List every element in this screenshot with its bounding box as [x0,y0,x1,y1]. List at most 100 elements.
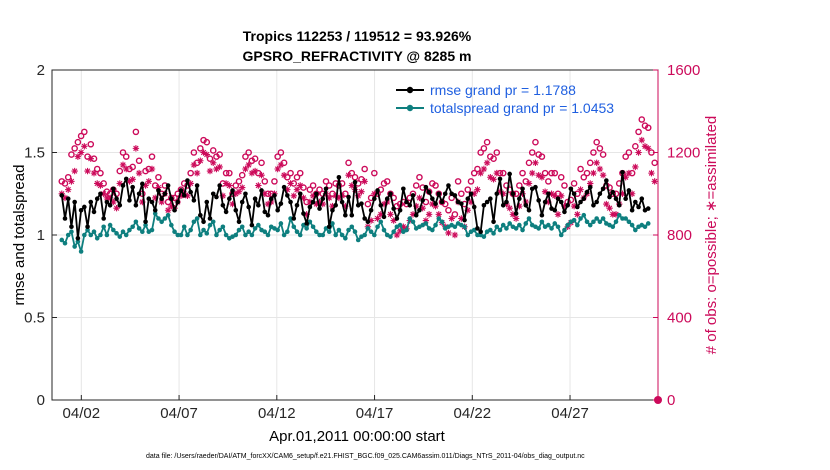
obs-assimilated-point [448,215,455,222]
totalspread-point [249,232,255,238]
totalspread-point [339,232,345,238]
obs-assimilated-point [113,204,120,212]
totalspread-point [281,232,287,238]
obs-assimilated-point [509,211,517,218]
rmse-point [623,196,628,201]
rmse-point [301,211,306,216]
rmse-point [491,219,496,225]
obs-possible-point [451,211,459,218]
rmse-point [323,186,329,192]
totalspread-point [575,222,580,228]
totalspread-point [587,222,593,228]
obs-assimilated-point [135,169,143,177]
obs-assimilated-point [474,186,481,193]
obs-assimilated-point [132,145,140,152]
legend-spread-label: totalspread grand pr = 1.0453 [430,100,614,116]
obs-assimilated-point [306,198,314,206]
rmse-point [533,184,538,190]
obs-assimilated-point [596,165,604,173]
right-tick-label: 1600 [667,62,700,79]
rmse-point [526,207,532,213]
rmse-point [104,199,110,205]
totalspread-point [397,222,403,228]
rmse-point [114,196,119,201]
rmse-point [394,216,400,221]
obs-assimilated-point [387,211,394,218]
rmse-point [420,198,425,203]
obs-assimilated-point [393,231,401,239]
rmse-point [613,196,619,201]
rmse-point [633,199,638,205]
right-tick-label: 400 [667,310,692,327]
rmse-point [410,193,416,198]
rmse-point [94,196,100,201]
totalspread-point [620,216,625,221]
totalspread-point [430,227,435,233]
rmse-point [204,199,210,205]
obs-assimilated-point [396,227,404,235]
obs-possible-point [222,169,230,177]
totalspread-point [578,216,583,221]
obs-possible-point [284,173,291,181]
rmse-point [523,203,529,208]
rmse-point [362,216,367,221]
obs-assimilated-point [193,169,201,177]
obs-possible-point [148,153,156,160]
obs-assimilated-point [245,161,252,169]
obs-assimilated-point [413,202,420,210]
obs-assimilated-point [74,153,82,160]
obs-possible-point [632,143,639,150]
totalspread-point [407,216,413,221]
obs-assimilated-point [638,136,645,144]
rmse-point [594,199,599,205]
obs-assimilated-point [348,182,355,189]
rmse-series [59,170,651,241]
obs-possible-point [329,190,336,198]
obs-assimilated-point [500,190,507,197]
totalspread-point [169,222,174,228]
totalspread-point [584,219,590,225]
obs-assimilated-point [65,186,72,193]
obs-assimilated-point [645,145,652,152]
totalspread-point [336,227,342,233]
obs-assimilated-point [116,180,123,187]
rmse-point [307,204,313,210]
obs-assimilated-point [532,159,539,167]
obs-possible-point [474,165,481,173]
obs-possible-point [258,159,265,167]
totalspread-point [494,224,500,230]
totalspread-point [565,222,570,228]
obs-assimilated-point [68,178,75,185]
totalspread-point [297,232,303,238]
totalspread-point [581,212,587,218]
obs-possible-point [590,149,597,156]
legend: rmse grand pr = 1.1788 totalspread grand… [396,82,614,116]
totalspread-point [188,227,193,233]
chart-title-line2: GPSRO_REFRACTIVITY @ 8285 m [243,48,472,64]
totalspread-point [181,224,187,230]
obs-assimilated-point [90,169,98,177]
obs-assimilated-point [535,171,542,179]
obs-possible-point [135,157,143,165]
x-tick-label: 04/17 [356,405,394,422]
totalspread-point [111,227,116,233]
rmse-point [107,203,113,208]
totalspread-point [597,219,603,225]
obs-possible-point [651,159,658,167]
totalspread-point [156,216,161,221]
totalspread-point [243,232,248,238]
obs-assimilated-point [342,202,349,210]
rmse-point [397,207,403,213]
rmse-point [278,201,284,206]
obs-assimilated-point [548,190,555,197]
rmse-point [600,186,606,192]
rmse-point [352,179,358,185]
rmse-point [220,203,226,208]
obs-possible-point [432,182,439,189]
rmse-point [72,199,77,205]
rmse-point [620,170,625,175]
rmse-point [230,188,235,193]
obs-possible-point [586,159,594,167]
obs-possible-point [583,169,591,177]
rmse-point [169,196,174,201]
